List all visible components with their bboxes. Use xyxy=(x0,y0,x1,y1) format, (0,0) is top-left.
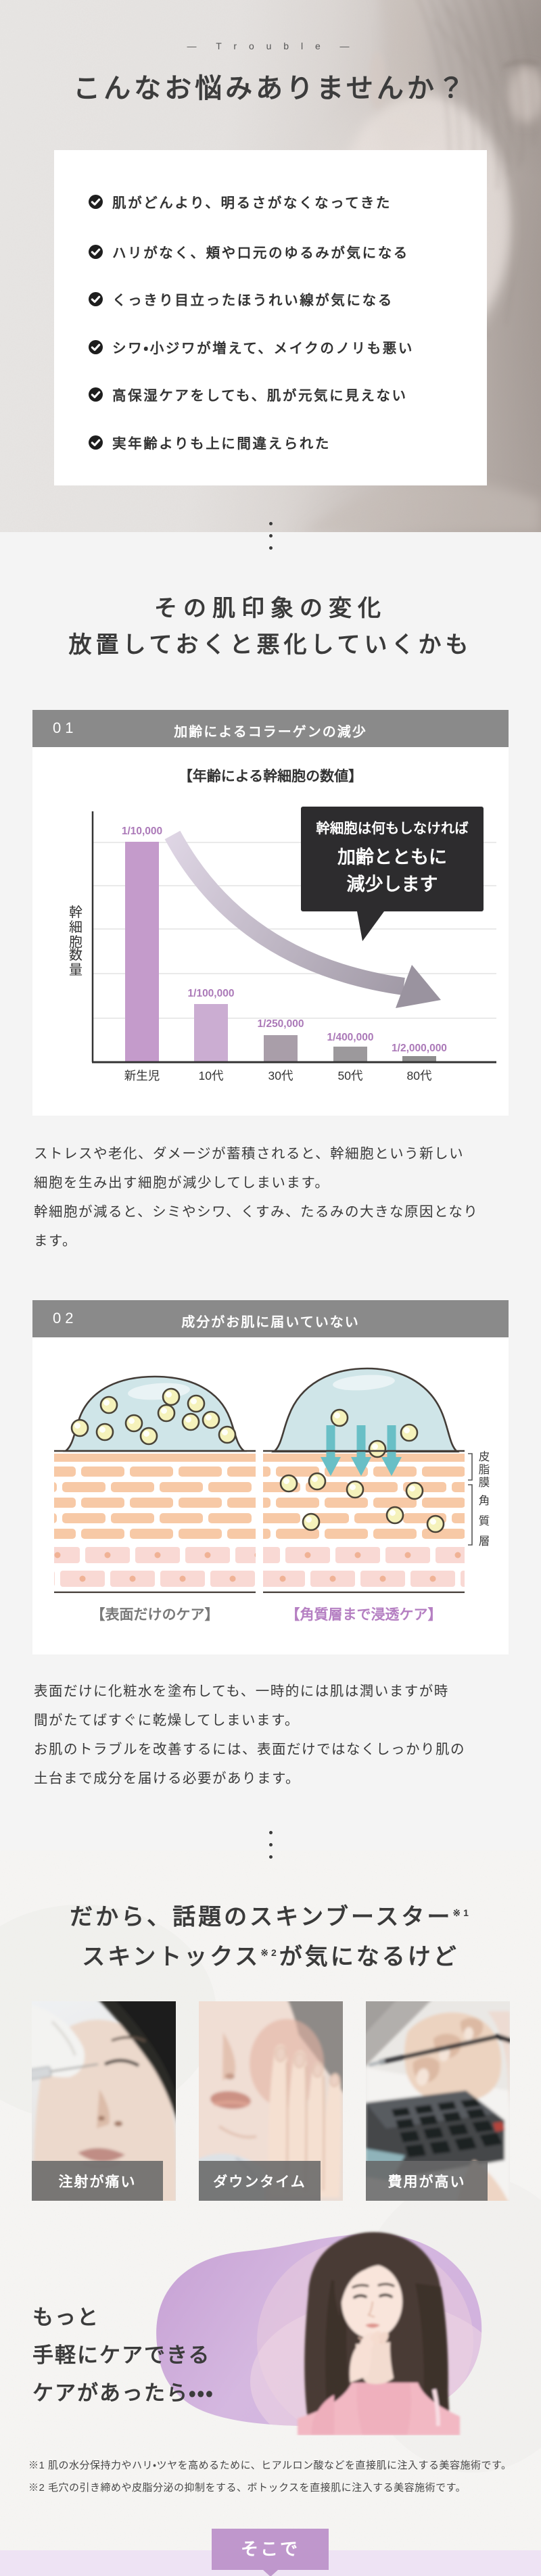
svg-text:1/250,000: 1/250,000 xyxy=(258,1018,304,1030)
svg-text:層: 層 xyxy=(479,1535,490,1548)
svg-text:1/400,000: 1/400,000 xyxy=(327,1032,374,1043)
svg-text:【角質層まで浸透ケア】: 【角質層まで浸透ケア】 xyxy=(286,1606,442,1623)
svg-text:10代: 10代 xyxy=(199,1069,224,1082)
svg-text:加齢とともに: 加齢とともに xyxy=(337,847,447,867)
svg-text:膜: 膜 xyxy=(479,1476,490,1489)
svg-text:数: 数 xyxy=(69,947,83,963)
svg-text:新生児: 新生児 xyxy=(124,1069,160,1082)
svg-text:幹: 幹 xyxy=(69,905,83,920)
svg-text:質: 質 xyxy=(479,1514,490,1527)
svg-text:角: 角 xyxy=(479,1494,490,1507)
svg-text:1/100,000: 1/100,000 xyxy=(188,988,235,999)
svg-text:1/2,000,000: 1/2,000,000 xyxy=(392,1043,447,1054)
svg-text:皮: 皮 xyxy=(479,1450,490,1463)
svg-text:減少します: 減少します xyxy=(347,874,438,895)
svg-text:幹細胞は何もしなければ: 幹細胞は何もしなければ xyxy=(316,820,469,836)
svg-text:胞: 胞 xyxy=(69,934,83,950)
svg-text:細: 細 xyxy=(69,920,83,935)
svg-text:50代: 50代 xyxy=(338,1069,363,1082)
svg-text:【表面だけのケア】: 【表面だけのケア】 xyxy=(91,1606,219,1623)
svg-text:1/10,000: 1/10,000 xyxy=(122,826,162,837)
svg-text:脂: 脂 xyxy=(479,1463,490,1476)
svg-text:30代: 30代 xyxy=(268,1069,293,1082)
svg-text:80代: 80代 xyxy=(407,1069,432,1082)
svg-text:【年齢による幹細胞の数値】: 【年齢による幹細胞の数値】 xyxy=(179,768,362,784)
svg-text:量: 量 xyxy=(69,963,83,978)
